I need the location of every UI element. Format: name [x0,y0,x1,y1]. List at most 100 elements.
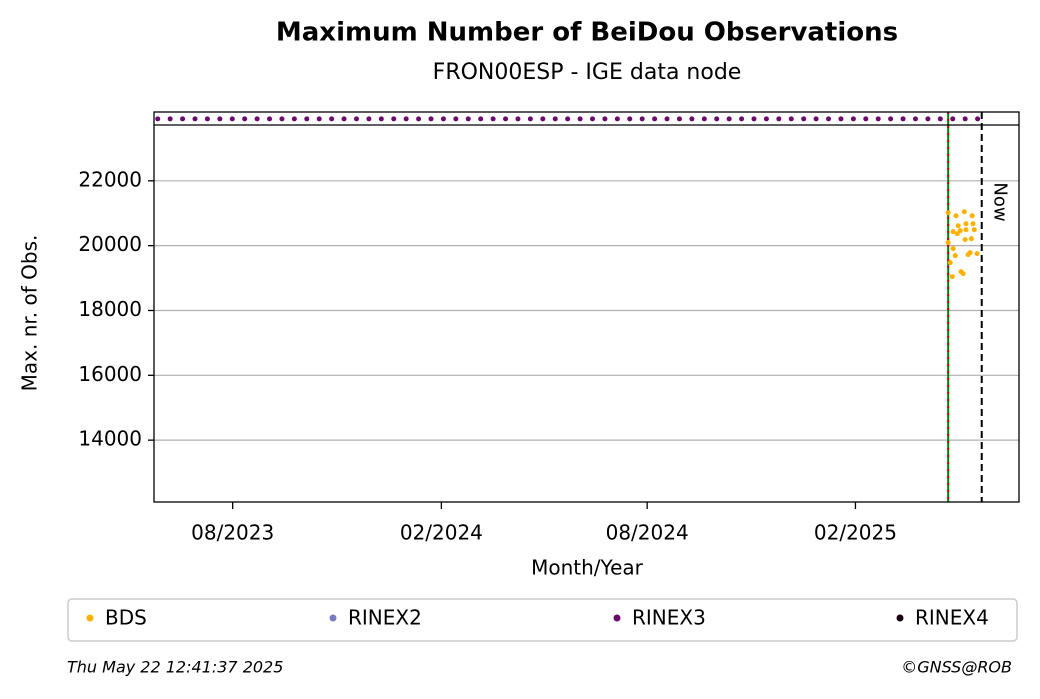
data-point [969,213,975,219]
y-tick-label: 16000 [78,362,142,386]
data-point [974,251,980,257]
data-point [515,116,521,122]
data-point [953,213,959,219]
data-point [900,116,906,122]
data-point [192,116,198,122]
data-point [478,116,484,122]
data-point [652,116,658,122]
data-point [403,116,409,122]
data-point [590,116,596,122]
data-point [304,116,310,122]
data-point [664,116,670,122]
data-point [204,116,210,122]
data-point [961,209,967,215]
data-point [912,116,918,122]
data-point [965,252,971,258]
data-point [960,271,966,277]
data-point [453,116,459,122]
data-point [963,227,969,233]
data-point [975,116,981,122]
y-tick-label: 20000 [78,232,142,256]
data-point [863,116,869,122]
data-point [949,274,955,280]
data-point [701,116,707,122]
data-point [490,116,496,122]
data-point [950,229,956,235]
data-point [676,116,682,122]
data-point [739,116,745,122]
data-point [614,116,620,122]
data-point [267,116,273,122]
data-point [788,116,794,122]
x-tick-label: 02/2024 [400,521,483,545]
data-point [950,246,956,252]
data-point [950,116,956,122]
data-point [971,227,977,233]
legend-label: RINEX4 [915,606,989,630]
data-point [957,228,963,234]
data-point [970,221,976,227]
legend-marker [613,614,621,622]
data-point [763,116,769,122]
data-point [217,116,223,122]
data-point [229,116,235,122]
data-point [627,116,633,122]
data-point [577,116,583,122]
legend-marker [329,614,337,622]
data-point [945,210,951,216]
data-point [955,223,961,229]
data-point [826,116,832,122]
data-point [316,116,322,122]
data-point [341,116,347,122]
data-point [291,116,297,122]
data-point [639,116,645,122]
data-point [968,236,974,242]
data-point [329,116,335,122]
data-point [726,116,732,122]
data-point [378,116,384,122]
data-point [751,116,757,122]
y-tick-label: 18000 [78,297,142,321]
y-axis-label: Max. nr. of Obs. [18,235,42,392]
axes-frame [153,111,1020,503]
data-point [465,116,471,122]
data-point [962,116,968,122]
legend [67,598,1018,642]
legend-marker [86,614,94,622]
data-point [945,240,951,246]
data-point [167,116,173,122]
data-point [963,221,969,227]
marker-label: Now [990,182,1011,221]
data-point [850,116,856,122]
chart-title: Maximum Number of BeiDou Observations [276,18,898,48]
y-tick-label: 22000 [78,167,142,191]
data-point [838,116,844,122]
data-point [279,116,285,122]
data-point [428,116,434,122]
data-point [540,116,546,122]
data-point [391,116,397,122]
y-tick-label: 14000 [78,427,142,451]
data-point [552,116,558,122]
data-point [440,116,446,122]
data-point [952,253,958,259]
x-tick-label: 08/2023 [191,521,274,545]
data-point [801,116,807,122]
legend-label: RINEX3 [632,606,706,630]
data-point [875,116,881,122]
x-axis-label: Month/Year [531,556,644,580]
data-point [962,237,968,243]
data-point [714,116,720,122]
data-point [242,116,248,122]
x-tick-label: 02/2025 [814,521,897,545]
data-point [565,116,571,122]
data-point [180,116,186,122]
data-point [602,116,608,122]
data-point [937,116,943,122]
legend-marker [896,614,904,622]
data-point [503,116,509,122]
data-point [813,116,819,122]
data-point [527,116,533,122]
data-point [776,116,782,122]
